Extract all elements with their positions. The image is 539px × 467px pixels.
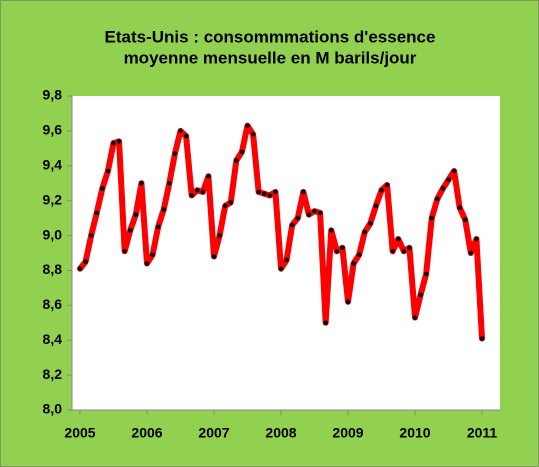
data-point	[256, 189, 261, 195]
data-point	[423, 271, 429, 277]
data-point	[317, 210, 323, 216]
data-point	[334, 248, 340, 254]
data-point	[474, 236, 479, 242]
data-point	[239, 149, 245, 155]
data-point	[384, 182, 390, 188]
data-point	[284, 257, 289, 263]
data-point	[306, 212, 312, 217]
data-point	[183, 133, 189, 139]
chart-title: Etats-Unis : consommmations d'essence	[105, 27, 436, 46]
data-point	[345, 299, 351, 305]
data-point	[395, 236, 401, 242]
data-point	[178, 128, 183, 134]
data-point	[189, 193, 194, 198]
data-point	[133, 212, 139, 217]
data-point	[267, 193, 273, 198]
data-point	[100, 186, 105, 191]
data-point	[83, 259, 88, 265]
data-point	[105, 168, 111, 174]
y-tick-label: 8,8	[43, 261, 63, 277]
data-point	[122, 248, 127, 254]
y-tick-label: 8,6	[43, 296, 63, 312]
data-point	[429, 215, 435, 221]
data-point	[278, 266, 284, 272]
data-point	[368, 221, 373, 226]
data-point	[172, 151, 178, 156]
data-point	[222, 203, 228, 209]
data-point	[390, 248, 395, 254]
data-point	[373, 203, 379, 209]
data-point	[273, 189, 278, 195]
y-tick-label: 8,4	[43, 331, 63, 347]
x-tick-label: 2008	[265, 425, 296, 441]
x-tick-label: 2005	[64, 425, 95, 441]
x-tick-label: 2009	[332, 425, 363, 441]
data-point	[116, 139, 122, 144]
data-point	[217, 233, 222, 238]
data-point	[356, 252, 362, 258]
data-point	[295, 215, 301, 221]
y-tick-label: 9,2	[43, 191, 63, 207]
x-tick-label: 2011	[467, 425, 498, 441]
y-tick-label: 8,2	[43, 366, 63, 382]
x-tick-label: 2010	[399, 425, 430, 441]
data-point	[161, 207, 167, 212]
chart-title: moyenne mensuelle en M barils/jour	[124, 48, 417, 67]
data-point	[77, 266, 83, 272]
data-point	[412, 315, 418, 320]
data-point	[245, 123, 250, 128]
data-point	[362, 229, 368, 235]
data-point	[328, 228, 334, 233]
data-point	[468, 250, 474, 256]
data-point	[351, 261, 356, 266]
data-point	[312, 208, 317, 214]
y-tick-label: 9,6	[43, 122, 63, 138]
y-tick-label: 9,0	[43, 226, 63, 242]
data-point	[462, 217, 468, 223]
data-point	[228, 200, 234, 205]
data-point	[340, 245, 345, 251]
data-point	[479, 336, 485, 341]
data-point	[167, 180, 172, 186]
data-point	[206, 173, 211, 179]
data-point	[111, 140, 116, 146]
data-point	[323, 320, 328, 326]
data-point	[418, 292, 423, 298]
data-point	[250, 132, 256, 137]
data-point	[234, 158, 239, 163]
data-point	[446, 177, 451, 183]
data-point	[451, 168, 457, 174]
data-point	[289, 222, 295, 228]
data-point	[88, 233, 94, 238]
y-tick-label: 9,4	[43, 156, 63, 172]
data-point	[440, 186, 446, 191]
data-point	[261, 191, 267, 196]
data-point	[127, 228, 133, 233]
data-point	[155, 224, 161, 230]
data-point	[211, 254, 217, 259]
data-point	[435, 196, 440, 202]
data-point	[401, 248, 407, 254]
data-point	[144, 261, 150, 266]
x-tick-label: 2007	[198, 425, 229, 441]
data-point	[150, 252, 155, 258]
data-point	[407, 245, 412, 251]
data-point	[94, 210, 100, 216]
data-point	[379, 187, 384, 193]
y-tick-label: 8,0	[43, 401, 63, 417]
data-point	[200, 189, 206, 195]
data-point	[139, 180, 144, 186]
data-point	[194, 187, 200, 193]
x-tick-label: 2006	[131, 425, 162, 441]
data-point	[457, 205, 462, 210]
data-point	[301, 189, 306, 195]
y-tick-label: 9,8	[43, 87, 63, 103]
